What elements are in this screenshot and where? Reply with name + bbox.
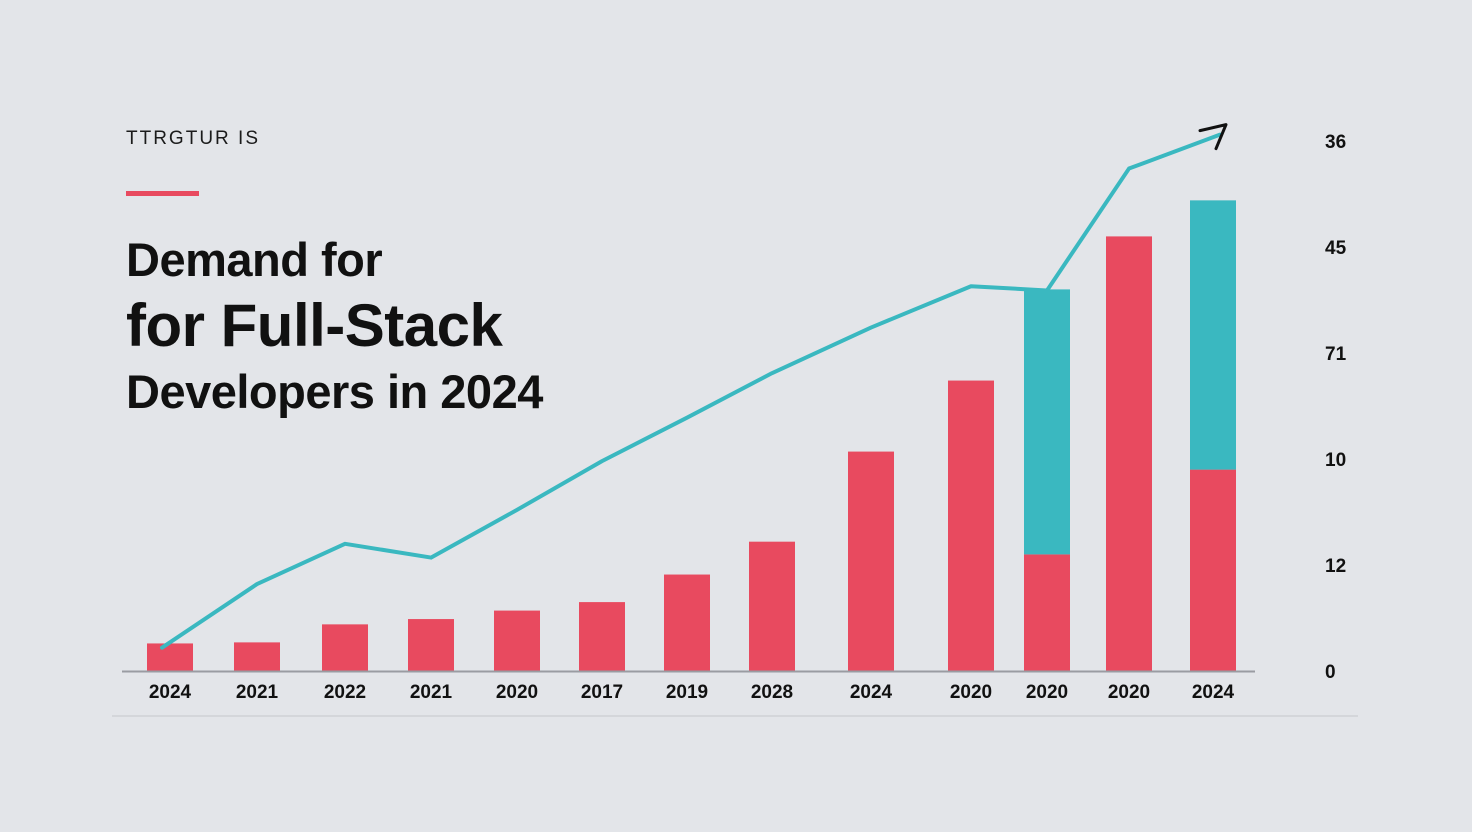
bar-red-4 [494,610,540,671]
bar-red-9 [948,380,994,671]
x-tick-label: 2022 [324,682,366,703]
x-tick-label: 2024 [1192,682,1235,703]
bar-red-11 [1106,236,1152,671]
y-axis: 0 12 10 71 45 36 [1325,132,1347,683]
trend-line [160,132,1222,650]
chart-title: Demand for for Full-Stack Developers in … [126,227,543,425]
x-tick-label: 2028 [751,682,793,703]
x-axis: 2024 2021 2022 2021 2020 2017 2019 2028 2024 2020… [112,670,1358,717]
y-tick-label: 10 [1325,450,1346,471]
title-line-1: Demand for [126,233,383,286]
x-tick-label: 2024 [149,682,192,703]
bar-red-8 [848,451,894,671]
x-tick-label: 2020 [1026,682,1068,703]
bar-red-1 [234,642,280,671]
x-tick-label: 2020 [950,682,992,703]
y-tick-label: 12 [1325,556,1346,577]
x-tick-label: 2019 [666,682,708,703]
bar-teal-12 [1190,200,1236,470]
x-tick-label: 2021 [410,682,453,703]
bar-red-3 [408,619,454,671]
x-tick-label: 2020 [1108,682,1150,703]
chart-kicker: TTRGTUR IS [126,128,260,149]
kicker-accent-rule [126,191,199,196]
title-line-3: Developers in 2024 [126,365,543,418]
bar-red-10 [1024,554,1070,671]
bar-red-2 [322,624,368,671]
x-tick-label: 2017 [581,682,623,703]
bar-teal-10 [1024,289,1070,555]
bar-red-7 [749,541,795,671]
trend-line-group [160,123,1228,650]
bar-red-12 [1190,469,1236,671]
y-tick-label: 71 [1325,344,1347,365]
bars-group [147,200,1236,671]
y-tick-label: 45 [1325,238,1347,259]
trend-arrowhead-icon [1198,123,1228,151]
bar-red-6 [664,574,710,671]
x-tick-label: 2020 [496,682,538,703]
y-tick-label: 0 [1325,662,1336,683]
bar-red-0 [147,643,193,671]
bar-red-5 [579,602,625,671]
x-tick-label: 2024 [850,682,893,703]
title-line-2: for Full-Stack [126,292,503,359]
x-tick-label: 2021 [236,682,279,703]
y-tick-label: 36 [1325,132,1346,153]
